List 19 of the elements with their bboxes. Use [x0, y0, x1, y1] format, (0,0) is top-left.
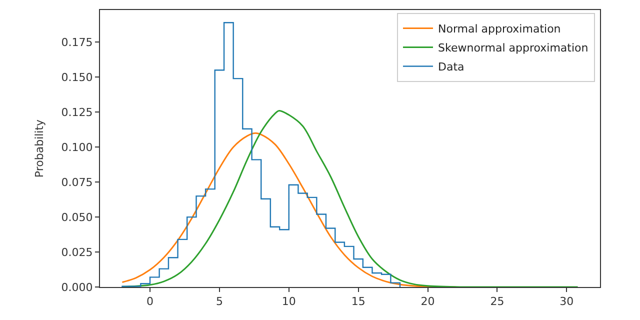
y-tick-label: 0.150: [61, 71, 93, 84]
y-tick-label: 0.175: [61, 36, 93, 50]
y-tick-label: 0.125: [61, 106, 93, 119]
legend-label: Skewnormal approximation: [438, 42, 588, 55]
x-tick-label: 30: [560, 295, 574, 308]
y-tick-label: 0.050: [61, 210, 93, 224]
legend-label: Data: [438, 60, 464, 74]
x-tick-label: 20: [420, 295, 435, 308]
y-axis-title: Probability: [32, 118, 46, 178]
legend-label: Normal approximation: [438, 22, 561, 36]
y-tick-label: 0.000: [61, 280, 93, 294]
x-tick-label: 5: [216, 295, 223, 308]
x-tick-label: 0: [146, 295, 154, 308]
x-tick-label: 25: [490, 295, 504, 308]
y-tick-label: 0.100: [61, 140, 93, 154]
x-tick-label: 10: [282, 295, 296, 308]
y-tick-label: 0.075: [61, 176, 93, 189]
y-tick-label: 0.025: [61, 246, 93, 259]
x-tick-label: 15: [351, 295, 366, 308]
